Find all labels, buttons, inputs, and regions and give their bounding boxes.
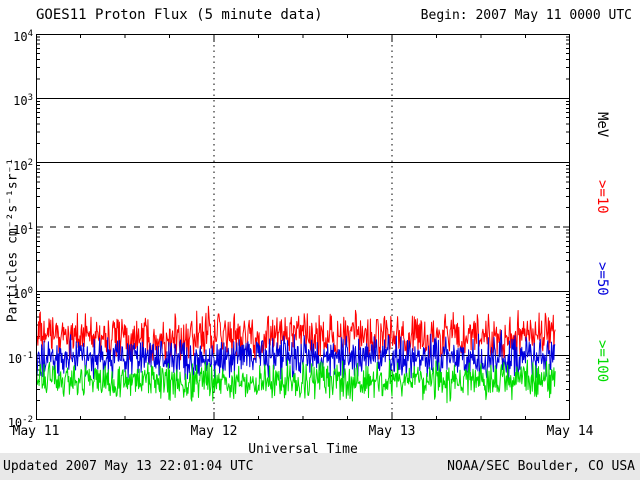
series-line-ge10 [36,305,556,363]
y-tick-label: 104 [13,29,33,44]
x-tick-label: May 14 [546,424,594,439]
y-tick-label: 100 [13,286,33,302]
y-tick-label: 101 [13,222,33,237]
y-tick-label: 10-1 [7,350,33,366]
y-tick-label: 103 [13,93,33,109]
right-axis-unit-label: MeV [594,112,610,138]
series-label-ge10: >=10 [594,180,610,214]
plot-frame [36,34,570,420]
y-tick-label: 102 [13,157,33,173]
series-line-ge100 [36,359,556,404]
plot-svg [36,34,570,420]
updated-timestamp: Updated 2007 May 13 22:01:04 UTC [3,459,254,474]
series-label-ge100: >=100 [594,340,610,383]
plot-area [36,34,570,420]
begin-time-label: Begin: 2007 May 11 0000 UTC [420,8,632,23]
series-line-ge50 [36,329,556,382]
x-tick-label: May 11 [12,424,60,439]
x-tick-label: May 12 [190,424,238,439]
footer-bar: Updated 2007 May 13 22:01:04 UTC NOAA/SE… [0,453,640,480]
chart-title: GOES11 Proton Flux (5 minute data) [36,7,323,23]
x-tick-label: May 13 [368,424,416,439]
series-label-ge50: >=50 [594,262,610,296]
source-credit: NOAA/SEC Boulder, CO USA [447,459,635,474]
y-tick-label: 10-2 [7,415,33,430]
